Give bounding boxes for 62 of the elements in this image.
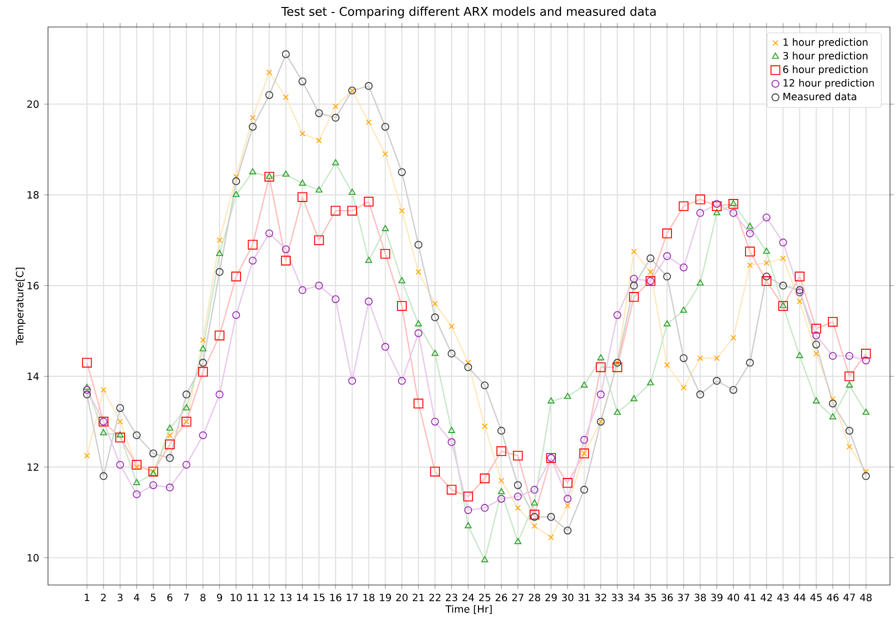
x-tick-label: 16 [330, 594, 342, 602]
y-tick-label: 16 [28, 282, 39, 290]
y-tick-label: 14 [28, 372, 39, 380]
y-tick-label: 20 [27, 100, 39, 108]
x-tick-label: 4 [134, 594, 140, 601]
x-tick-label: 12 [264, 594, 275, 602]
x-tick-label: 7 [184, 594, 189, 601]
chart-title: Test set - Comparing different ARX models and measured data [281, 6, 656, 18]
x-tick-label: 30 [562, 594, 574, 602]
x-tick-label: 38 [694, 594, 706, 602]
x-tick-label: 10 [230, 594, 242, 602]
x-tick-label: 19 [380, 594, 391, 602]
x-tick-label: 35 [644, 594, 656, 602]
x-tick-label: 14 [297, 594, 308, 601]
x-tick-label: 44 [794, 594, 806, 601]
y-tick-label: 10 [28, 554, 39, 562]
y-tick-label: 18 [28, 191, 39, 199]
x-tick-label: 22 [429, 594, 440, 602]
x-tick-label: 9 [217, 594, 222, 602]
x-tick-label: 17 [346, 594, 358, 601]
x-tick-label: 21 [412, 594, 424, 602]
x-tick-label: 6 [167, 594, 172, 602]
x-tick-label: 31 [578, 594, 590, 602]
x-tick-label: 33 [612, 594, 623, 602]
x-tick-label: 5 [150, 594, 156, 602]
legend-label: 3 hour prediction [783, 52, 868, 62]
x-tick-label: 42 [760, 594, 772, 602]
x-tick-label: 8 [200, 594, 206, 602]
x-tick-label: 18 [363, 594, 374, 602]
x-tick-label: 13 [280, 594, 292, 602]
y-axis-title: Temperature[C] [16, 268, 26, 346]
x-tick-label: 41 [744, 594, 756, 601]
x-tick-label: 32 [595, 594, 606, 602]
x-tick-label: 34 [628, 594, 640, 602]
x-tick-label: 43 [777, 594, 789, 602]
x-tick-label: 28 [528, 594, 540, 602]
x-axis-title: Time [Hr] [445, 605, 492, 614]
x-tick-label: 29 [545, 594, 557, 602]
x-tick-label: 23 [446, 594, 458, 602]
x-tick-label: 27 [512, 594, 524, 602]
y-tick-label: 12 [28, 463, 38, 471]
x-tick-label: 3 [118, 594, 122, 602]
x-tick-label: 26 [496, 594, 508, 602]
x-tick-label: 2 [101, 594, 106, 602]
x-tick-label: 24 [462, 594, 474, 602]
x-tick-label: 46 [826, 594, 839, 602]
x-tick-label: 1 [84, 594, 90, 601]
x-tick-label: 25 [479, 594, 490, 602]
x-tick-label: 47 [844, 594, 855, 601]
legend-label: 6 hour prediction [783, 65, 868, 76]
x-tick-label: 45 [810, 594, 822, 602]
x-tick-label: 48 [860, 594, 872, 602]
x-tick-label: 39 [711, 594, 722, 602]
x-tick-label: 36 [661, 594, 673, 602]
x-tick-label: 20 [396, 594, 408, 602]
x-tick-label: 40 [727, 594, 740, 602]
legend-label: 1 hour prediction [784, 38, 868, 48]
legend-label: Measured data [783, 92, 856, 100]
x-tick-label: 15 [314, 594, 324, 602]
x-tick-label: 11 [247, 594, 258, 601]
legend-label: 12 hour prediction [784, 78, 874, 89]
x-tick-label: 37 [678, 594, 690, 602]
